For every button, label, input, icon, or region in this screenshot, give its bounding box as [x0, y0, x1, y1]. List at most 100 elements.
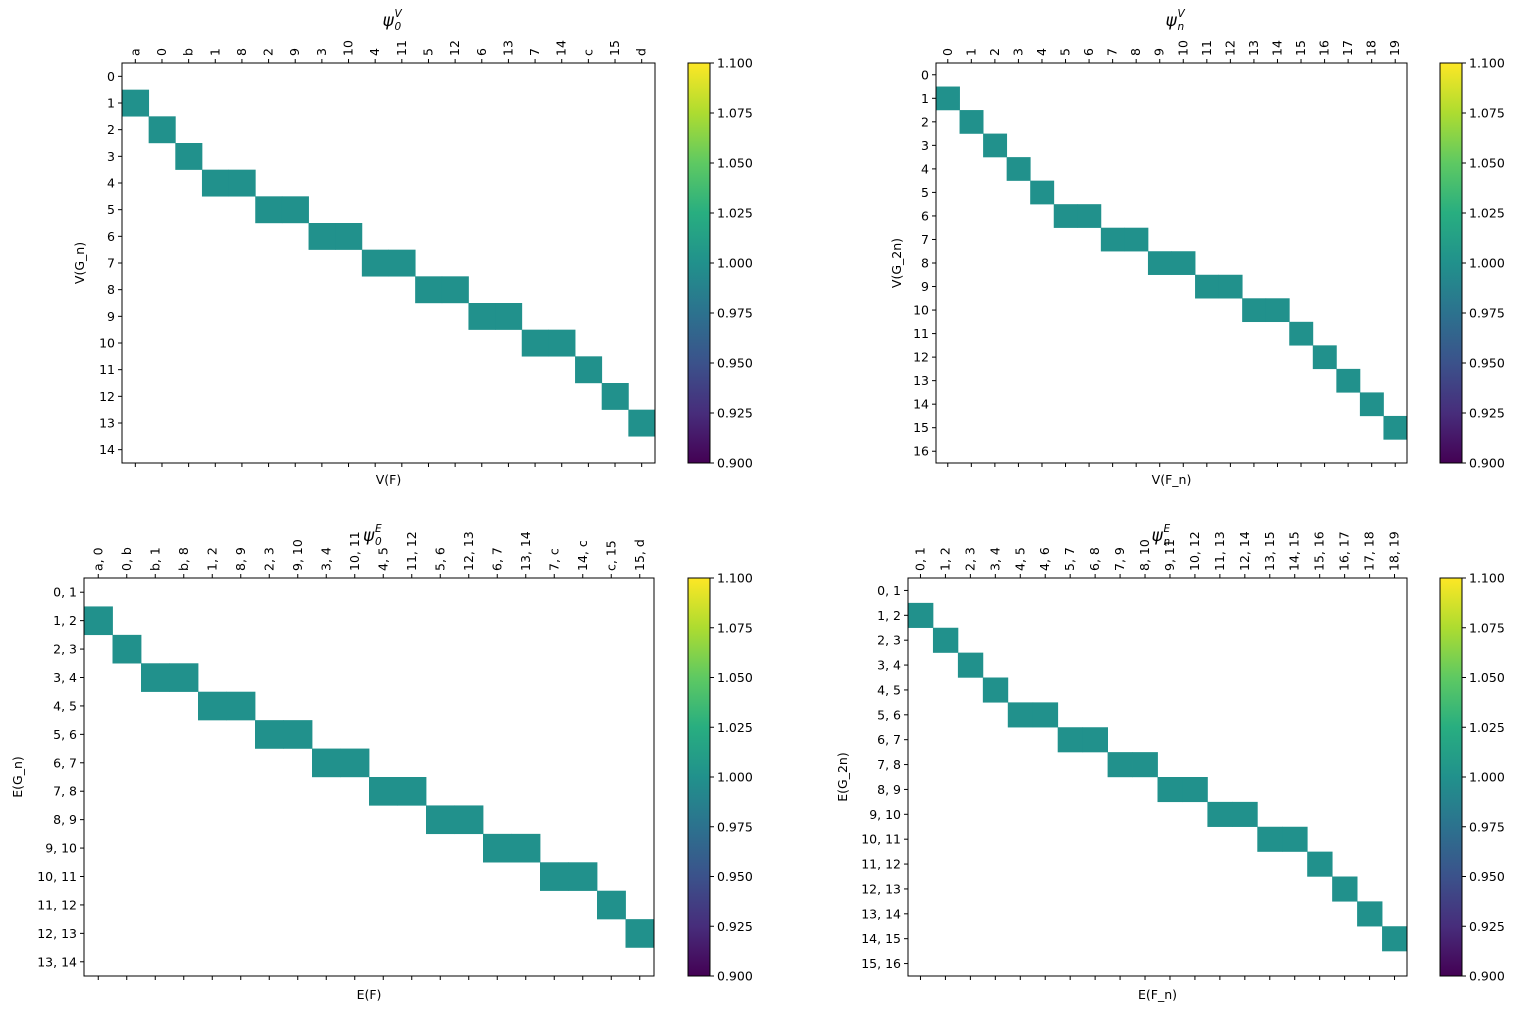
x-tick-label: 4, 6	[1037, 547, 1052, 571]
heatmap-cell	[141, 663, 170, 692]
colorbar: 0.900 0.925 0.950 0.975 1.000 1.025 1.050 1.075…	[1439, 56, 1505, 471]
colorbar-tick-label: 0.925	[717, 406, 753, 421]
heatmap-cell	[397, 777, 427, 806]
y-tick-label: 7, 8	[53, 784, 77, 799]
y-tick-label: 13	[913, 373, 929, 388]
colorbar-tick-label: 0.900	[717, 969, 753, 984]
y-tick-label: 2	[107, 122, 115, 137]
y-tick-label: 3	[107, 149, 115, 164]
colorbar-gradient	[1440, 578, 1462, 976]
heatmap-cell	[415, 276, 443, 304]
colorbar-gradient	[688, 578, 710, 976]
chart-title-subscript: n	[1178, 21, 1185, 33]
heatmap-cell	[957, 652, 984, 678]
colorbar-tick-label: 0.950	[1469, 356, 1505, 371]
x-tick-label: 4, 5	[1012, 547, 1027, 571]
heatmap-cell	[1077, 204, 1102, 228]
heatmap-cell	[625, 919, 655, 948]
x-tick-label: b	[181, 48, 196, 56]
y-tick-label: 3, 4	[53, 670, 77, 685]
x-tick-label: 11	[394, 40, 409, 56]
heatmap-cell	[228, 169, 256, 197]
colorbar-tick-label: 0.975	[717, 306, 753, 321]
x-tick-label: 6, 7	[489, 547, 504, 571]
y-tick-label: 12	[99, 389, 115, 404]
x-tick-label: 13, 15	[1262, 531, 1277, 571]
colorbar-gradient	[688, 63, 710, 463]
y-tick-label: 9	[921, 279, 929, 294]
y-tick-label: 5	[921, 185, 929, 200]
y-tick-label: 6, 7	[53, 755, 77, 770]
colorbar-tick-label: 1.025	[1469, 206, 1505, 221]
chart-title-superscript: V	[395, 8, 403, 20]
colorbar-tick-label: 0.925	[1469, 919, 1505, 934]
y-tick-label: 0, 1	[53, 585, 77, 600]
colorbar-tick-label: 0.925	[717, 919, 753, 934]
heatmap-cell	[1107, 752, 1133, 778]
y-tick-label: 14	[99, 442, 115, 457]
x-tick-label: 2	[987, 48, 1002, 56]
x-tick-label: 0	[154, 48, 169, 56]
y-tick-label: 9, 10	[869, 807, 901, 822]
heatmap-cell	[454, 805, 484, 835]
x-tick-label: 3	[314, 48, 329, 56]
heatmap-cell	[628, 409, 656, 437]
x-tick-label: 10	[341, 40, 356, 56]
y-tick-label: 1, 2	[53, 613, 77, 628]
y-tick-label: 8	[107, 282, 115, 297]
colorbar-tick-label: 1.000	[1469, 256, 1505, 271]
colorbar-tick-label: 0.950	[717, 869, 753, 884]
colorbar-tick-label: 1.075	[717, 620, 753, 635]
colorbar-tick-label: 1.100	[717, 571, 753, 586]
y-tick-label: 6, 7	[877, 732, 901, 747]
y-axis-label: E(G_2n)	[835, 752, 850, 801]
x-tick-label: 0	[940, 48, 955, 56]
x-tick-label: 14, c	[575, 540, 590, 571]
heatmap-cell	[1307, 851, 1333, 877]
heatmap-cell	[122, 89, 150, 117]
x-tick-label: 15, d	[632, 539, 647, 571]
x-tick-label: 7, c	[546, 548, 561, 571]
y-tick-label: 11	[99, 362, 115, 377]
colorbar-tick-label: 0.975	[717, 819, 753, 834]
y-tick-label: 11	[913, 326, 929, 341]
heatmap-cell	[982, 677, 1009, 703]
heatmap-panel-3: a, 0 0, b b, 1 b, 8 1, 2 8, 9 2, 3 9, 10 3, 4 10,…	[10, 523, 753, 1002]
x-tick-label: 11, 13	[1212, 531, 1227, 571]
colorbar-tick-label: 1.050	[1469, 156, 1505, 171]
x-tick-label: 1, 2	[204, 547, 219, 571]
colorbar-tick-label: 1.000	[717, 770, 753, 785]
x-tick-label: 9	[1152, 48, 1167, 56]
y-tick-label: 13	[99, 416, 115, 431]
colorbar-gradient	[1440, 63, 1462, 463]
chart-title-superscript: E	[375, 523, 382, 535]
heatmap-cell	[1147, 251, 1172, 275]
y-tick-label: 2	[921, 114, 929, 129]
y-tick-label: 10	[913, 303, 929, 318]
x-tick-label: 17, 18	[1362, 531, 1377, 571]
heatmap-cell	[283, 720, 313, 749]
heatmap-cell	[201, 169, 229, 197]
x-axis-label: E(F)	[357, 987, 382, 1002]
y-tick-label: 10, 11	[37, 869, 77, 884]
y-tick-label: 0	[107, 69, 115, 84]
y-tick-label: 1, 2	[877, 608, 901, 623]
heatmap-cell	[361, 249, 389, 277]
y-tick-label: 12	[913, 350, 929, 365]
x-tick-label: 14	[1269, 40, 1284, 56]
x-tick-label: 15, 16	[1312, 531, 1327, 571]
y-tick-label: 9	[107, 309, 115, 324]
x-tick-label: b, 1	[147, 547, 162, 571]
colorbar: 0.900 0.925 0.950 0.975 1.000 1.025 1.050 1.075…	[687, 56, 753, 471]
heatmap-cell	[495, 303, 523, 330]
y-tick-label: 12, 13	[861, 881, 901, 896]
y-tick-label: 15	[913, 420, 929, 435]
heatmap-cell	[1218, 274, 1243, 299]
x-axis-label: E(F_n)	[1138, 987, 1177, 1002]
x-tick-label: 4, 5	[375, 547, 390, 571]
x-tick-label: 11, 12	[404, 531, 419, 571]
heatmap-cell	[540, 862, 569, 891]
heatmap-cell	[1382, 926, 1408, 952]
heatmap-cell	[601, 383, 629, 410]
colorbar-tick-label: 0.950	[1469, 869, 1505, 884]
